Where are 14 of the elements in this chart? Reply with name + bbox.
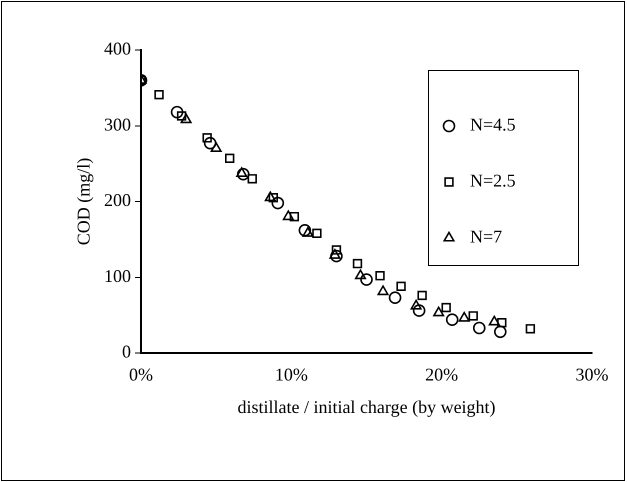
y-tick-label: 200 bbox=[104, 190, 131, 210]
y-tick-label: 300 bbox=[104, 114, 131, 134]
legend-label: N=2.5 bbox=[470, 170, 516, 191]
y-tick-label: 100 bbox=[104, 266, 131, 286]
x-tick-label: 10% bbox=[274, 364, 308, 385]
x-tick-label: 30% bbox=[576, 364, 608, 385]
legend-label: N=4.5 bbox=[470, 114, 516, 135]
legend-label: N=7 bbox=[470, 226, 502, 247]
y-tick-label: 400 bbox=[104, 38, 131, 59]
x-axis-title: distillate / initial charge (by weight) bbox=[237, 396, 496, 417]
y-axis-title: COD (mg/l) bbox=[74, 158, 94, 246]
x-tick-label: 20% bbox=[425, 364, 458, 385]
x-tick-label: 0% bbox=[129, 364, 153, 385]
y-tick-label: 0 bbox=[122, 342, 131, 362]
